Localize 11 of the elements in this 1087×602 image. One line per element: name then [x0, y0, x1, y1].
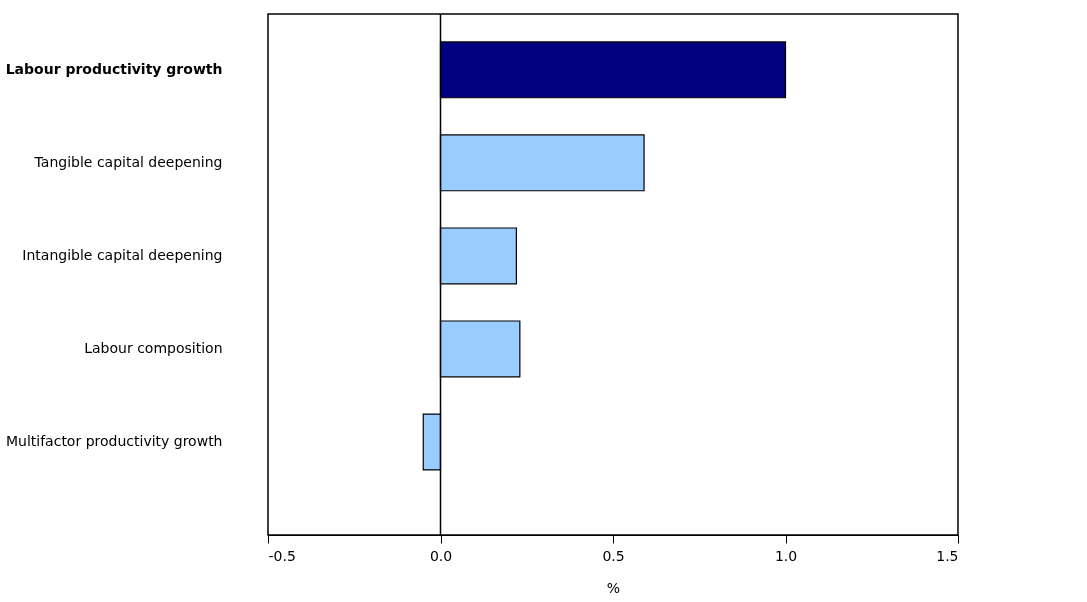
y-tick-label: Tangible capital deepening: [33, 153, 223, 170]
x-tick-label: 0.0: [429, 547, 453, 564]
y-tick-label: Labour productivity growth: [5, 60, 223, 77]
y-tick-label: Labour composition: [84, 339, 223, 356]
y-tick-label: Intangible capital deepening: [22, 246, 223, 263]
x-tick-label: 1.0: [774, 547, 798, 564]
x-tick-label: -0.5: [268, 547, 296, 564]
x-tick-label: 0.5: [602, 547, 625, 564]
x-axis-title: %: [606, 579, 621, 596]
y-tick-label: Multifactor productivity growth: [5, 432, 223, 449]
x-tick-label: 1.5: [936, 547, 959, 564]
